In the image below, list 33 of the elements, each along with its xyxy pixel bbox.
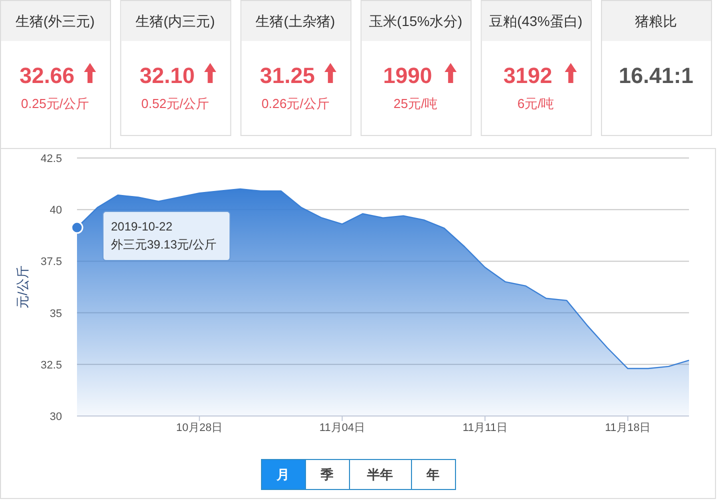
y-tick-label: 42.5 — [40, 153, 62, 165]
category-label: 生猪(内三元) — [136, 13, 215, 29]
text: 年 — [426, 467, 440, 482]
y-tick-label: 30 — [50, 411, 62, 423]
text: 32.10 — [140, 63, 195, 88]
text: 1990 — [383, 63, 432, 88]
text: 32.66 — [19, 63, 75, 88]
text: 半年 — [366, 467, 393, 482]
y-tick-label: 35 — [50, 308, 62, 320]
x-tick-label: 11月04日 — [319, 422, 366, 434]
text: 月 — [276, 467, 290, 482]
text: 3192 — [503, 63, 552, 88]
text: 0.52元/公斤 — [141, 96, 210, 111]
text: 6元/吨 — [517, 96, 554, 111]
category-label: 猪粮比 — [635, 13, 677, 29]
x-tick-label: 11月18日 — [604, 422, 651, 434]
y-axis-title: 元/公斤 — [15, 266, 30, 308]
category-label: 豆粕(43%蛋白) — [489, 13, 582, 29]
category-label: 生猪(土杂猪) — [256, 13, 336, 29]
text: 25元/吨 — [394, 96, 438, 111]
category-label: 玉米(15%水分) — [368, 13, 462, 29]
text: 31.25 — [260, 63, 315, 88]
text: 0.25元/公斤 — [21, 96, 89, 111]
annotation: 2019-10-22 外三元39.13元/公斤 — [111, 220, 216, 252]
x-tick-label: 11月11日 — [462, 422, 508, 434]
text: 0.26元/公斤 — [261, 96, 330, 111]
y-tick-label: 40 — [50, 204, 62, 217]
y-tick-label: 32.5 — [40, 359, 62, 372]
y-tick-label: 37.5 — [40, 256, 62, 268]
text: 季 — [320, 467, 334, 482]
category-label: 生猪(外三元) — [15, 13, 95, 29]
text: 16.41:1 — [618, 63, 694, 88]
x-tick-label: 10月28日 — [176, 422, 223, 434]
